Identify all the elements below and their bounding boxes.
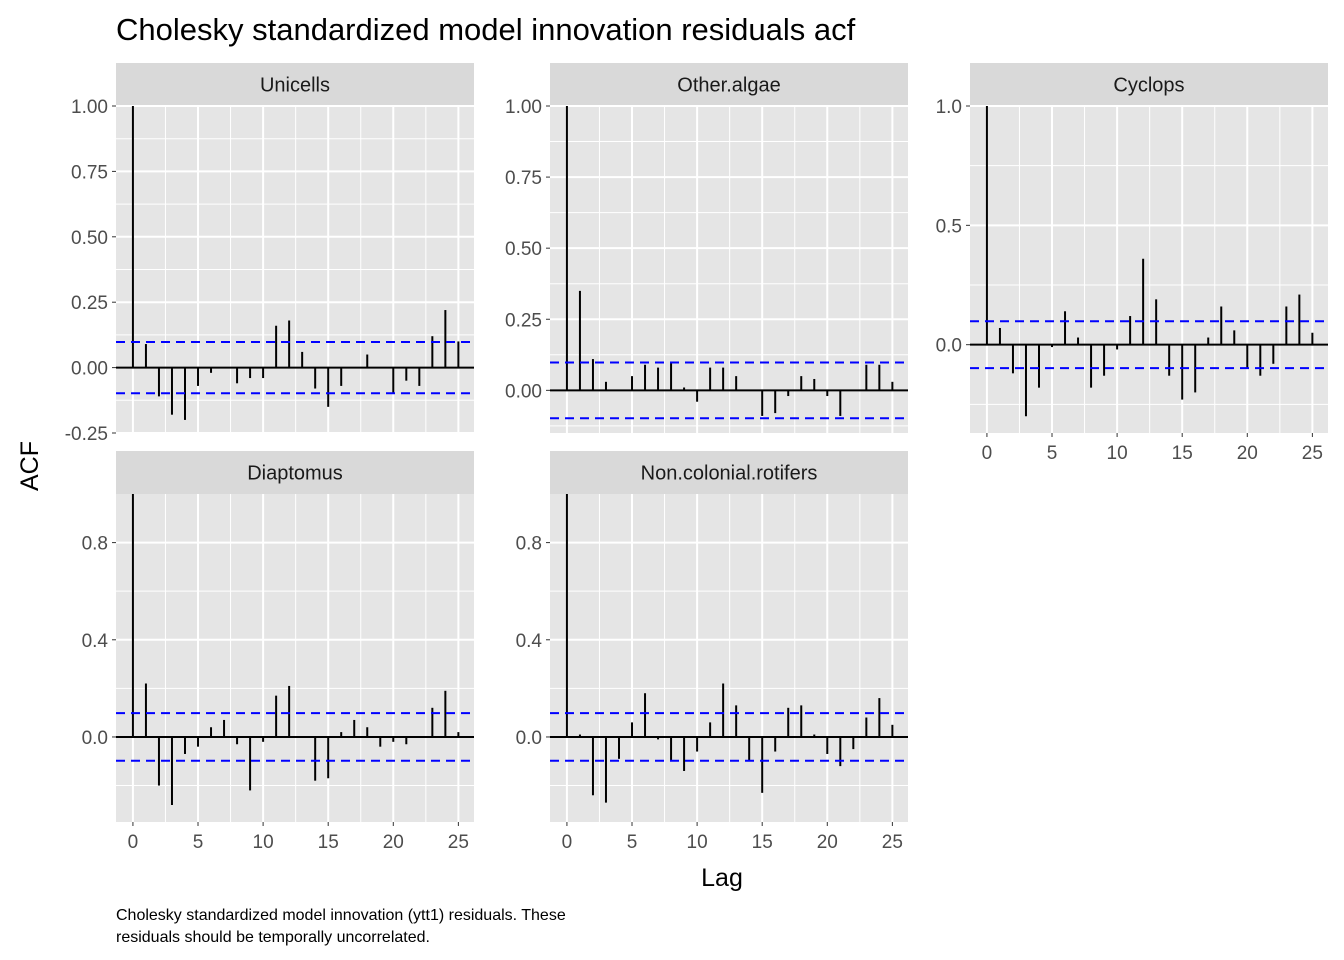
facet-panel-2: Cyclops 0.0 0.5 1.0 0 5 10 15 20 25 (936, 63, 1328, 464)
x-tick-label: 25 (1302, 443, 1323, 464)
facet-strip-label: Cyclops (1113, 75, 1184, 97)
panel-background (550, 106, 908, 433)
facet-strip (116, 63, 474, 106)
y-tick-label: -0.25 (65, 424, 108, 445)
y-tick-label: 0.00 (71, 359, 108, 380)
facet-panel-0: Unicells -0.25 0.00 0.25 0.50 0.75 1.00 (65, 63, 474, 445)
facet-strip-label: Unicells (260, 75, 330, 97)
x-tick-label: 5 (193, 832, 204, 853)
panel-background (550, 494, 908, 822)
facet-strip (970, 63, 1328, 106)
y-tick-label: 0.75 (505, 168, 542, 189)
y-tick-label: 0.25 (505, 310, 542, 331)
facet-strip (550, 63, 908, 106)
facet-panel-4: Non.colonial.rotifers 0.0 0.4 0.8 0 5 10 15 20 25 (516, 451, 908, 853)
chart-title: Cholesky standardized model innovation r… (116, 12, 856, 47)
panel-background (116, 494, 474, 822)
x-tick-label: 0 (128, 832, 139, 853)
y-tick-label: 1.0 (936, 97, 962, 118)
y-tick-label: 0.50 (71, 228, 108, 249)
x-tick-label: 10 (687, 832, 708, 853)
y-tick-label: 0.5 (936, 216, 962, 237)
y-tick-label: 0.4 (516, 631, 543, 652)
x-tick-label: 15 (318, 832, 339, 853)
x-tick-label: 5 (1047, 443, 1058, 464)
y-tick-label: 1.00 (71, 97, 108, 118)
y-tick-label: 0.4 (82, 631, 109, 652)
facet-panels: Unicells-0.250.000.250.500.751.00Other.a… (65, 63, 1328, 853)
y-tick-label: 1.00 (505, 97, 542, 118)
x-tick-label: 10 (253, 832, 274, 853)
facet-strip-label: Other.algae (677, 75, 780, 97)
x-tick-label: 5 (627, 832, 638, 853)
facet-strip (116, 451, 474, 494)
y-tick-label: 0.00 (505, 381, 542, 402)
y-tick-label: 0.0 (936, 336, 962, 357)
x-axis-title: Lag (701, 864, 743, 892)
x-tick-label: 0 (562, 832, 573, 853)
x-tick-label: 25 (882, 832, 903, 853)
x-tick-label: 20 (1237, 443, 1258, 464)
caption-line-1: Cholesky standardized model innovation (… (116, 907, 566, 924)
y-tick-label: 0.75 (71, 162, 108, 183)
y-tick-label: 0.50 (505, 239, 542, 260)
x-tick-label: 15 (752, 832, 773, 853)
facet-panel-1: Other.algae 0.00 0.25 0.50 0.75 1.00 (505, 63, 908, 433)
y-tick-label: 0.8 (82, 534, 108, 555)
y-tick-label: 0.25 (71, 293, 108, 314)
x-tick-label: 15 (1172, 443, 1193, 464)
x-tick-label: 0 (982, 443, 993, 464)
facet-strip-label: Non.colonial.rotifers (641, 463, 818, 485)
x-tick-label: 10 (1107, 443, 1128, 464)
caption-line-2: residuals should be temporally uncorrela… (116, 929, 430, 946)
facet-strip (550, 451, 908, 494)
y-axis-title: ACF (16, 441, 44, 491)
panel-background (970, 106, 1328, 433)
x-tick-label: 20 (383, 832, 404, 853)
y-tick-label: 0.0 (516, 728, 542, 749)
facet-panel-3: Diaptomus 0.0 0.4 0.8 0 5 10 15 20 25 (82, 451, 474, 853)
y-tick-label: 0.8 (516, 534, 542, 555)
x-tick-label: 20 (817, 832, 838, 853)
facet-strip-label: Diaptomus (247, 463, 343, 485)
x-tick-label: 25 (448, 832, 469, 853)
y-tick-label: 0.0 (82, 728, 108, 749)
